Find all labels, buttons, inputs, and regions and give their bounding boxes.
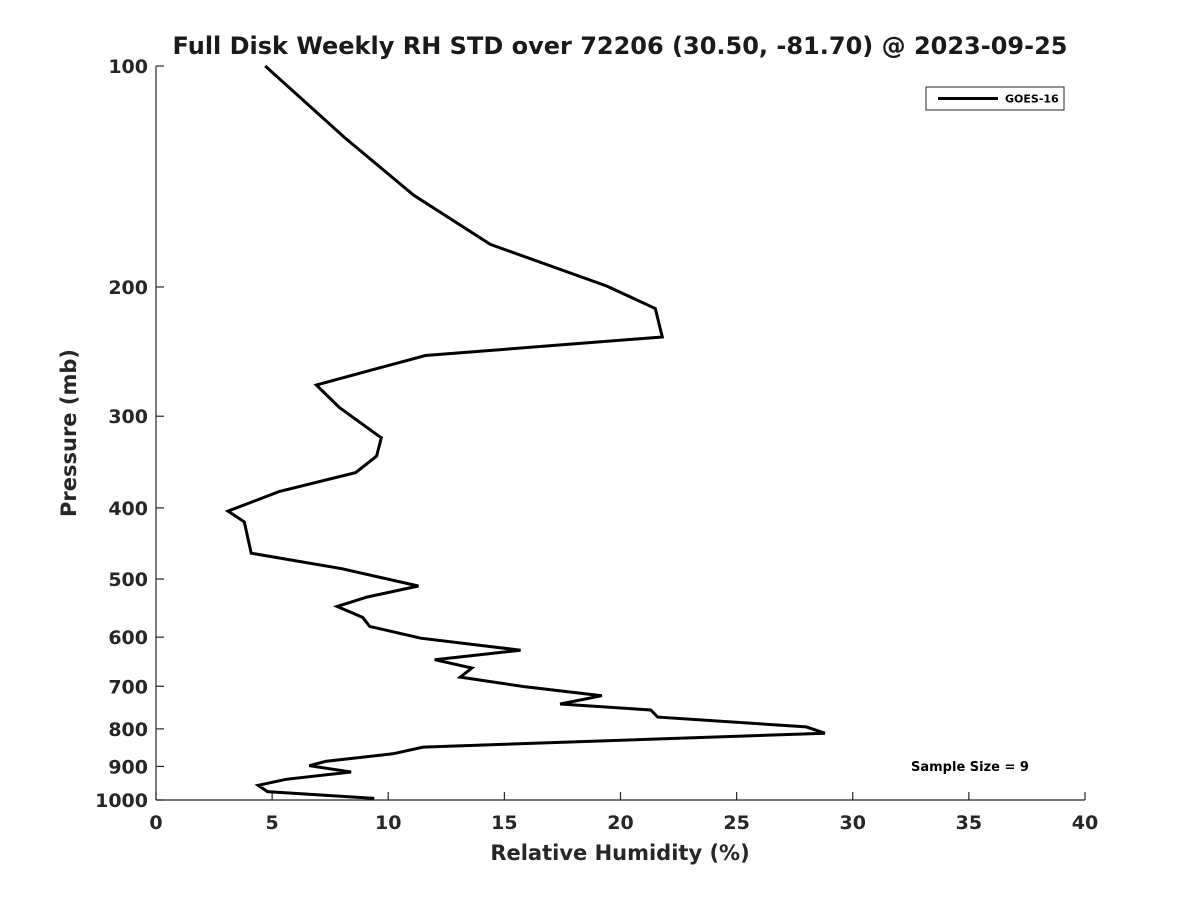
x-tick-label: 25 — [723, 812, 749, 834]
y-tick-label: 500 — [108, 569, 148, 591]
x-tick-label: 35 — [956, 812, 982, 834]
x-tick-label: 10 — [375, 812, 401, 834]
series-line-goes-16 — [224, 64, 826, 800]
legend: GOES-16 — [925, 86, 1065, 111]
y-tick-label: 600 — [108, 627, 148, 649]
x-axis-label: Relative Humidity (%) — [490, 841, 749, 865]
x-axis-ticks: 0 5 10 15 20 25 30 35 40 — [149, 792, 1098, 834]
y-tick-label: 700 — [108, 676, 148, 698]
y-tick-label: 100 — [108, 56, 148, 78]
y-tick-label: 300 — [108, 406, 148, 428]
y-tick-label: 1000 — [95, 790, 148, 812]
legend-label-goes-16: GOES-16 — [1005, 93, 1059, 106]
y-axis-ticks: 100 200 300 400 500 600 700 800 900 1000 — [95, 56, 164, 812]
x-tick-label: 0 — [149, 812, 162, 834]
x-tick-label: 15 — [491, 812, 517, 834]
x-tick-label: 5 — [266, 812, 279, 834]
x-tick-label: 30 — [840, 812, 866, 834]
x-tick-label: 40 — [1072, 812, 1098, 834]
sample-size-annotation: Sample Size = 9 — [911, 760, 1029, 775]
y-tick-label: 400 — [108, 498, 148, 520]
y-tick-label: 200 — [108, 277, 148, 299]
chart-title: Full Disk Weekly RH STD over 72206 (30.5… — [173, 32, 1068, 60]
x-tick-label: 20 — [607, 812, 633, 834]
y-tick-label: 800 — [108, 719, 148, 741]
y-axis-label: Pressure (mb) — [57, 349, 81, 517]
y-tick-label: 900 — [108, 756, 148, 778]
series-layer — [224, 64, 826, 800]
